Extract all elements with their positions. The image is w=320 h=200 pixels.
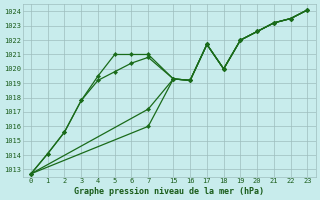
X-axis label: Graphe pression niveau de la mer (hPa): Graphe pression niveau de la mer (hPa) bbox=[74, 187, 264, 196]
